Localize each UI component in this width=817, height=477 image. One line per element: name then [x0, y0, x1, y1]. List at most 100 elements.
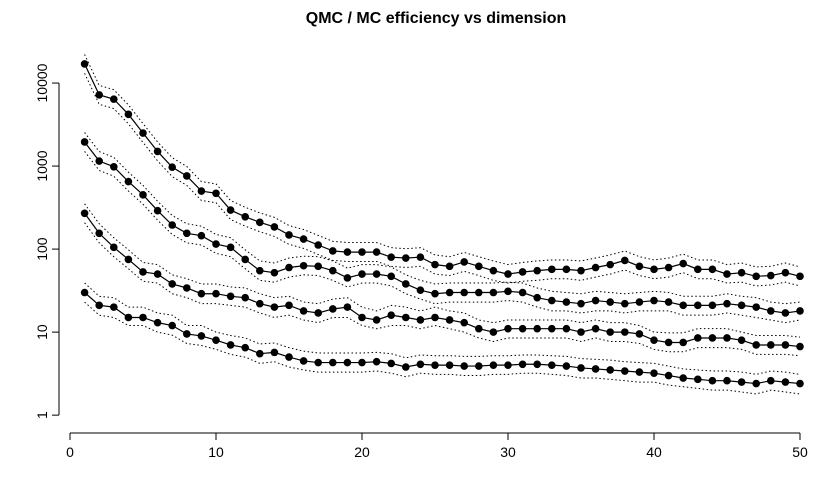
- point: [533, 293, 541, 302]
- point: [518, 268, 527, 276]
- point: [694, 301, 702, 310]
- upper-band: [84, 282, 801, 375]
- point: [226, 341, 235, 349]
- point: [299, 307, 308, 315]
- point: [694, 375, 702, 384]
- point: [95, 229, 103, 238]
- point: [314, 262, 323, 271]
- point: [723, 334, 731, 342]
- series-line: [84, 212, 801, 348]
- point: [139, 268, 147, 276]
- point: [460, 362, 469, 370]
- x-tick-label: 0: [66, 444, 74, 460]
- point: [621, 299, 629, 308]
- point: [562, 298, 571, 306]
- point: [372, 316, 381, 324]
- point: [241, 212, 249, 221]
- point: [504, 287, 512, 296]
- point: [475, 324, 483, 333]
- point: [475, 288, 483, 297]
- point: [781, 378, 790, 386]
- point: [387, 359, 396, 368]
- point: [299, 235, 308, 243]
- point: [489, 361, 498, 369]
- point: [548, 361, 556, 369]
- point: [197, 231, 206, 240]
- point: [358, 248, 366, 256]
- point: [402, 363, 410, 371]
- point: [504, 324, 512, 333]
- point: [416, 253, 425, 261]
- point: [518, 288, 527, 297]
- point: [372, 357, 381, 366]
- upper-band: [84, 203, 801, 338]
- x-tick-label: 30: [500, 444, 516, 460]
- point: [95, 301, 103, 310]
- series-line: [84, 141, 801, 314]
- point: [621, 328, 629, 336]
- point: [577, 266, 585, 275]
- point: [110, 162, 118, 171]
- point: [168, 163, 176, 171]
- point: [314, 309, 323, 317]
- point: [591, 324, 600, 333]
- x-tick-label: 20: [354, 444, 370, 460]
- point: [577, 328, 585, 336]
- point: [343, 358, 352, 367]
- point: [518, 360, 527, 369]
- point: [723, 299, 731, 308]
- point: [635, 262, 644, 271]
- point: [139, 191, 147, 199]
- point: [562, 362, 571, 370]
- point: [664, 298, 673, 306]
- point: [387, 272, 396, 281]
- point: [796, 307, 804, 315]
- point: [781, 268, 790, 277]
- point: [358, 270, 366, 278]
- point: [445, 288, 454, 297]
- point: [95, 157, 103, 165]
- point: [489, 288, 498, 297]
- point: [329, 247, 337, 255]
- point: [504, 270, 512, 278]
- point: [445, 361, 454, 369]
- point: [562, 324, 571, 333]
- point: [431, 361, 439, 369]
- point: [285, 263, 293, 272]
- point: [153, 318, 162, 327]
- point: [708, 334, 717, 342]
- point: [212, 289, 220, 298]
- point: [241, 293, 249, 302]
- point: [708, 376, 717, 385]
- point: [431, 289, 439, 298]
- point: [635, 330, 644, 338]
- upper-band: [84, 54, 801, 268]
- point: [460, 288, 469, 297]
- y-tick-label: 10000: [34, 63, 50, 102]
- point: [255, 218, 264, 227]
- point: [314, 241, 323, 249]
- point: [80, 60, 89, 68]
- point: [548, 296, 556, 305]
- y-tick-label: 100: [34, 237, 50, 261]
- point: [650, 336, 658, 344]
- point: [591, 296, 600, 305]
- point: [781, 309, 790, 317]
- point: [445, 262, 454, 271]
- point: [372, 270, 381, 278]
- point: [168, 280, 176, 288]
- point: [402, 313, 410, 322]
- point: [241, 255, 249, 264]
- y-tick-label: 1000: [34, 150, 50, 181]
- point: [153, 147, 162, 156]
- upper-band: [84, 132, 801, 305]
- point: [270, 303, 279, 311]
- point: [737, 268, 746, 277]
- chart-title: QMC / MC efficiency vs dimension: [306, 10, 567, 27]
- point: [621, 367, 629, 375]
- point: [110, 243, 118, 252]
- point: [183, 284, 191, 292]
- point: [285, 301, 293, 310]
- point: [285, 231, 293, 239]
